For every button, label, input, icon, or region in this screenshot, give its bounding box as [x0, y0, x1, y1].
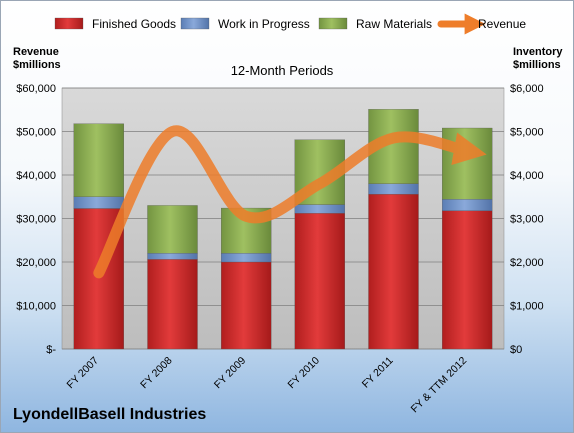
right-tick-label: $2,000	[510, 257, 544, 269]
legend-swatch-finished-goods	[54, 17, 84, 30]
right-tick-label: $4,000	[510, 170, 544, 182]
legend-label-work-in-progress: Work in Progress	[218, 17, 310, 31]
chart-subtitle: 12-Month Periods	[231, 63, 334, 78]
bar-finished-goods	[368, 193, 419, 350]
x-tick-label: FY 2007	[65, 355, 102, 392]
right-axis-label-line1: Inventory	[513, 46, 563, 58]
legend: Finished Goods Work in Progress Raw Materi…	[54, 13, 526, 35]
left-tick-label: $10,000	[16, 301, 56, 313]
left-axis-label-line1: Revenue	[13, 46, 59, 58]
bar-work-in-progress	[294, 204, 345, 214]
bar-finished-goods	[147, 259, 198, 350]
right-tick-label: $6,000	[510, 83, 544, 95]
x-tick-label: FY 2009	[212, 355, 249, 392]
right-tick-label: $5,000	[510, 127, 544, 139]
right-tick-label: $1,000	[510, 301, 544, 313]
gridlines	[62, 87, 504, 350]
bar-finished-goods	[294, 213, 345, 350]
left-axis-ticks: $- $10,000 $20,000 $30,000 $40,000 $50,000 $60…	[16, 83, 56, 356]
company-name: LyondellBasell Industries	[13, 406, 207, 423]
bar-work-in-progress	[73, 196, 124, 209]
legend-label-revenue: Revenue	[478, 17, 526, 31]
left-tick-label: $20,000	[16, 257, 56, 269]
legend-swatch-work-in-progress	[180, 17, 210, 30]
bar-finished-goods	[221, 261, 272, 350]
bar-work-in-progress	[368, 183, 419, 195]
right-tick-label: $3,000	[510, 214, 544, 226]
left-tick-label: $50,000	[16, 127, 56, 139]
bar-raw-materials	[442, 127, 493, 200]
revenue-line	[93, 125, 487, 279]
legend-swatch-raw-materials	[318, 17, 348, 30]
right-axis-label-line2: $millions	[513, 59, 561, 71]
legend-label-raw-materials: Raw Materials	[356, 17, 432, 31]
bar-work-in-progress	[221, 253, 272, 263]
left-tick-label: $-	[46, 344, 56, 356]
bar-work-in-progress	[442, 199, 493, 211]
left-tick-label: $30,000	[16, 214, 56, 226]
series-line-revenue	[93, 125, 487, 279]
left-axis-label-line2: $millions	[13, 59, 61, 71]
x-tick-label: FY & TTM 2012	[409, 355, 470, 416]
bar-work-in-progress	[147, 253, 198, 260]
right-axis-ticks: $0 $1,000 $2,000 $3,000 $4,000 $5,000 $6,000	[510, 83, 544, 356]
x-tick-label: FY 2011	[360, 355, 396, 391]
bar-raw-materials	[73, 123, 124, 197]
legend-label-finished-goods: Finished Goods	[92, 17, 176, 31]
left-axis-label: Revenue $millions	[13, 46, 61, 72]
bar-finished-goods	[442, 210, 493, 350]
left-tick-label: $60,000	[16, 83, 56, 95]
bar-raw-materials	[147, 205, 198, 254]
x-tick-label: FY 2008	[138, 355, 175, 392]
left-tick-label: $40,000	[16, 170, 56, 182]
x-tick-label: FY 2010	[286, 355, 323, 392]
right-axis-label: Inventory $millions	[513, 46, 563, 72]
right-tick-label: $0	[510, 344, 522, 356]
